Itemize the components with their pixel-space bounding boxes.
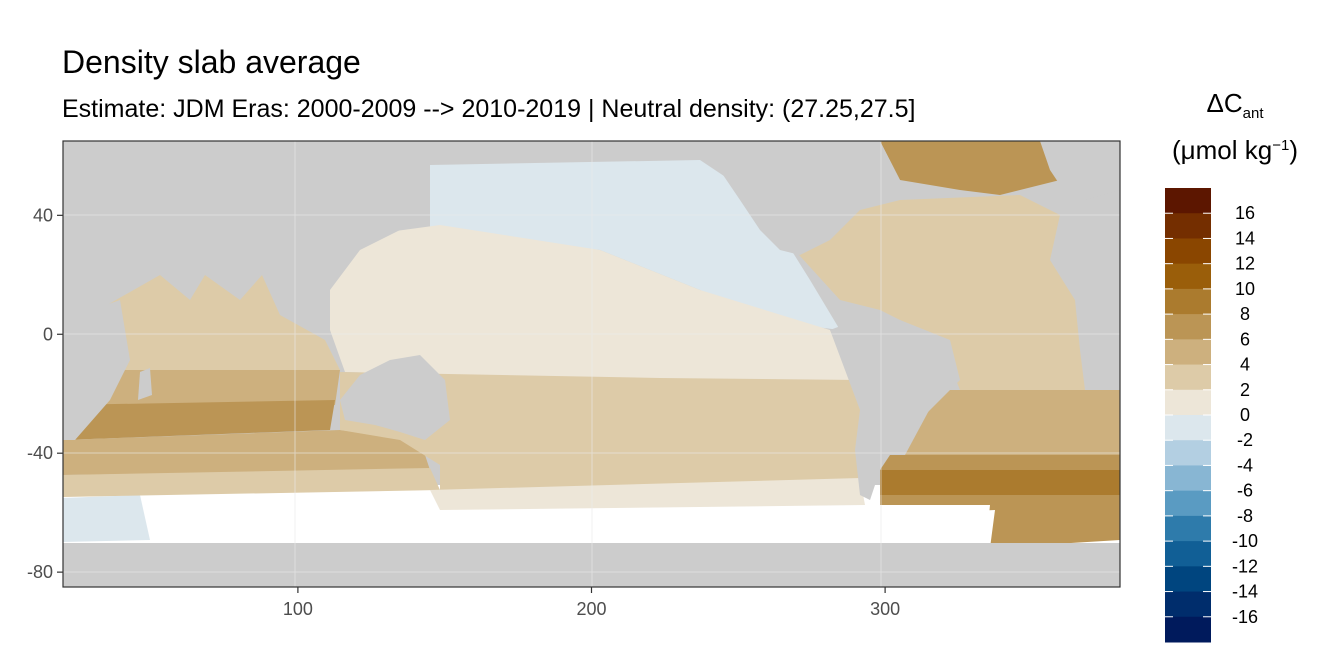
colorbar-label: -10 <box>1232 531 1258 551</box>
region-indian-10-30s <box>63 370 340 408</box>
region-south-atlantic-50-55s <box>880 470 1120 500</box>
colorbar-swatch <box>1165 465 1211 492</box>
map-title: Density slab average <box>62 44 361 80</box>
legend-title-unit: (μmol kg−1) <box>1160 135 1310 166</box>
colorbar-swatch <box>1165 238 1211 265</box>
legend-title-symbol: ΔCant <box>1160 88 1310 122</box>
colorbar-label: 14 <box>1235 228 1255 248</box>
land-south-america <box>830 315 960 500</box>
y-tick-label: 40 <box>33 205 53 225</box>
colorbar-swatch <box>1165 364 1211 391</box>
region-south-pacific-58s <box>430 478 865 510</box>
land-eurasia-africa <box>63 141 430 320</box>
colorbar-label: 16 <box>1235 203 1255 223</box>
colorbar-swatch <box>1165 339 1211 366</box>
colorbar-swatch <box>1165 515 1211 542</box>
region-indian-50s-band <box>63 468 440 497</box>
legend-unit-suffix: ) <box>1289 135 1298 165</box>
x-tick-label: 300 <box>870 599 900 619</box>
colorbar-label: -4 <box>1237 455 1253 475</box>
y-tick-label: -40 <box>27 443 53 463</box>
colorbar-label: -12 <box>1232 556 1258 576</box>
legend-unit-superscript: −1 <box>1272 137 1290 154</box>
gridlines <box>63 141 1120 587</box>
legend-title-delta: ΔC <box>1206 88 1243 118</box>
colorbar-label: -2 <box>1237 430 1253 450</box>
sw-indian-nodata <box>63 495 150 542</box>
colorbar-swatch <box>1165 616 1211 643</box>
land-europe-north <box>1085 190 1120 360</box>
legend-unit-prefix: (μmol kg <box>1172 135 1273 165</box>
legend-title-subscript: ant <box>1242 105 1264 122</box>
colorbar-label: 0 <box>1240 405 1250 425</box>
colorbar-label: 4 <box>1240 355 1250 375</box>
land-greenland <box>1040 141 1120 210</box>
region-indian-north <box>63 275 340 372</box>
x-axis: 100 200 300 <box>283 587 900 619</box>
land-africa-south <box>63 300 130 440</box>
land-north-america <box>700 141 900 255</box>
colorbar-label: 10 <box>1235 279 1255 299</box>
colorbar-label: 6 <box>1240 329 1250 349</box>
y-tick-label: -80 <box>27 562 53 582</box>
colorbar: 16 14 12 10 8 6 4 2 0 -2 -4 -6 -8 -10 -12 -14 -16 <box>1165 188 1258 643</box>
region-drake-passage-nodata <box>880 505 990 555</box>
colorbar-swatch <box>1165 188 1211 214</box>
region-south-pacific <box>340 372 860 492</box>
y-tick-label: 0 <box>43 324 53 344</box>
colorbar-swatch <box>1165 566 1211 593</box>
region-north-pacific <box>430 160 840 330</box>
colorbar-label: -14 <box>1232 582 1258 602</box>
land-australia <box>340 355 450 440</box>
x-tick-label: 100 <box>283 599 313 619</box>
colorbar-swatch <box>1165 389 1211 416</box>
colorbar-swatch <box>1165 213 1211 239</box>
colorbar-swatch <box>1165 288 1211 315</box>
region-north-atlantic <box>790 195 1085 390</box>
region-south-atlantic-20-40s <box>905 390 1120 460</box>
colorbar-swatch <box>1165 591 1211 618</box>
colorbar-label: -6 <box>1237 481 1253 501</box>
colorbar-label: -16 <box>1232 607 1258 627</box>
land-madagascar <box>138 368 152 400</box>
colorbar-swatch <box>1165 440 1211 466</box>
colorbar-label: -8 <box>1237 506 1253 526</box>
colorbar-swatch <box>1165 541 1211 567</box>
colorbar-label: 2 <box>1240 380 1250 400</box>
colorbar-label: 8 <box>1240 304 1250 324</box>
colorbar-swatch <box>1165 314 1211 340</box>
region-north-atlantic-subpolar <box>880 141 1060 195</box>
x-tick-label: 200 <box>576 599 606 619</box>
colorbar-label: 12 <box>1235 254 1255 274</box>
y-axis: 40 0 -40 -80 <box>27 205 63 582</box>
colorbar-swatch <box>1165 490 1211 517</box>
region-indian-30-40s <box>63 400 335 440</box>
colorbar-swatch <box>1165 415 1211 441</box>
map-subtitle: Estimate: JDM Eras: 2000-2009 --> 2010-2… <box>62 95 916 123</box>
colorbar-swatch <box>1165 263 1211 290</box>
